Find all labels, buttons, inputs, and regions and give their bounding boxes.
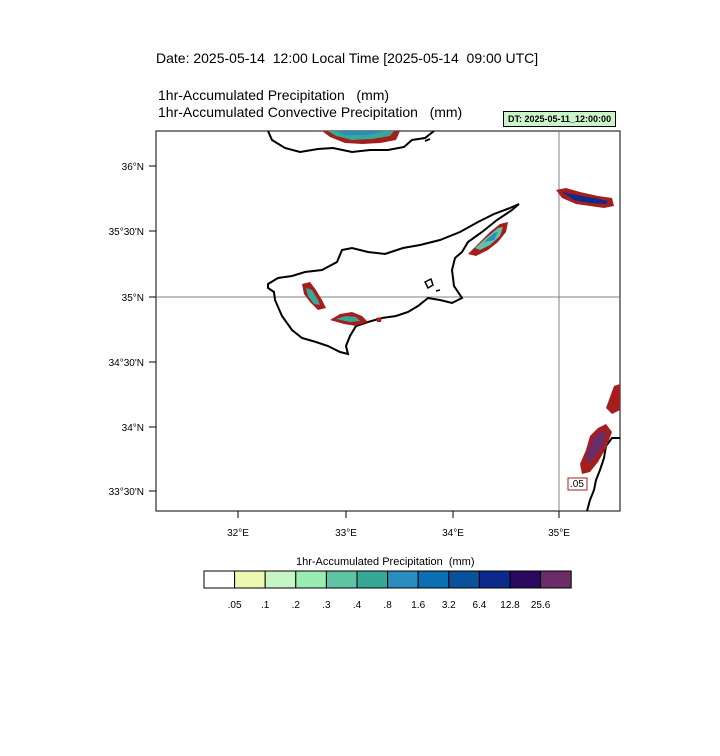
coastline-islet [435,289,441,292]
precip-blob-northeast [556,188,614,208]
lon-label: 32°E [227,528,249,539]
subtitle-convective: 1hr-Accumulated Convective Precipitation… [158,104,463,120]
lon-label: 35°E [548,528,570,539]
legend-label: .1 [261,600,270,611]
legend-swatch [509,570,542,589]
lat-label: 34°30'N [109,358,144,369]
precip-blob-north [322,131,400,144]
lat-label: 35°N [122,293,144,304]
coastline-turkey-detail [424,138,431,142]
legend-label: .3 [322,600,331,611]
legend-swatch [356,570,389,589]
coastline-small-island [423,277,434,290]
subtitle-precip: 1hr-Accumulated Precipitation (mm) [158,87,390,103]
lat-label: 35°30'N [109,227,144,238]
legend-swatch [234,570,266,589]
coastline-turkey [267,130,435,154]
lat-label: 34°N [122,423,144,434]
legend-label: 3.2 [441,600,456,611]
legend-label: .4 [352,600,362,611]
legend-swatch [264,570,297,589]
legend-colorbar [203,570,572,589]
legend-swatch [295,570,327,589]
legend-label: 25.6 [530,600,551,611]
lon-label: 33°E [335,528,357,539]
lon-label: 34°E [442,528,464,539]
legend-swatch [540,570,572,589]
legend-label: .05 [227,600,242,611]
dt-badge: DT: 2025-05-11_12:00:00 [503,111,617,127]
legend-swatch [387,570,419,589]
legend-swatch [478,570,511,589]
lat-axis: 36°N 35°30'N 35°N 34°30'N 34°N 33°30'N [109,162,156,498]
legend-swatch [417,570,450,589]
lat-label: 36°N [122,162,144,173]
precip-blob-karpas [468,222,508,256]
legend-label: .2 [291,600,300,611]
legend-title: 1hr-Accumulated Precipitation (mm) [296,556,475,568]
legend-swatch [448,570,480,589]
lat-label: 33°30'N [109,487,144,498]
lon-axis: 32°E 33°E 34°E 35°E [227,511,570,539]
legend-swatch [203,570,236,589]
legend-label: 12.8 [500,600,520,611]
legend-label: 6.4 [472,600,487,611]
coastline-cyprus [267,203,520,356]
date-title: Date: 2025-05-14 12:00 Local Time [2025-… [156,50,539,66]
legend-label: 1.6 [411,600,426,611]
contour-label-box [567,477,588,491]
legend-swatch [325,570,358,589]
precip-blob-cyprus-west [302,282,382,326]
map-frame [155,130,621,512]
contour-label: .05 [570,479,584,490]
precip-blob-levant [580,384,620,474]
legend-label: .8 [383,600,392,611]
coastline-levant [586,437,620,512]
